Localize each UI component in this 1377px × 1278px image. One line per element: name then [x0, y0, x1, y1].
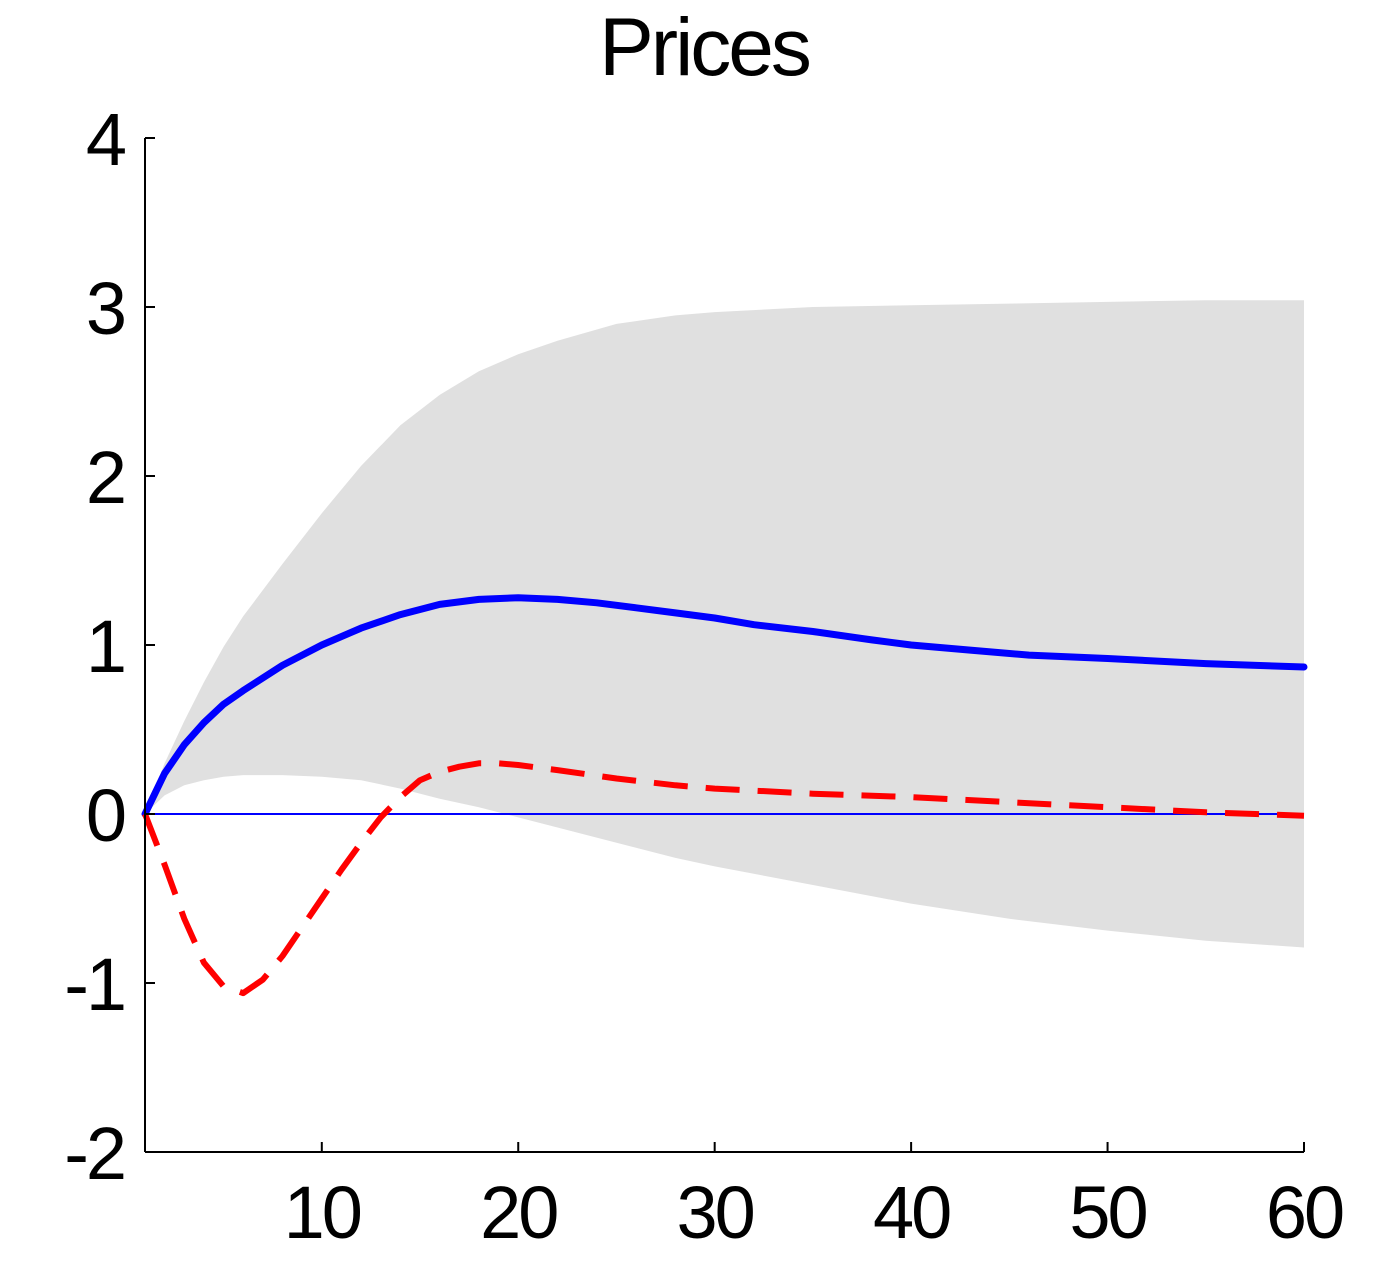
y-tick-label: 0 [86, 774, 125, 857]
x-tick-label: 10 [284, 1171, 361, 1254]
y-tick-label: -2 [64, 1112, 124, 1195]
y-tick-label: 3 [86, 267, 124, 350]
axes: -2 -1 0 1 2 3 4 10 20 30 40 50 60 [64, 98, 1346, 1254]
chart-title: Prices [599, 2, 810, 93]
confidence-band [145, 300, 1304, 948]
y-tick-label: 1 [86, 605, 124, 688]
dashed-series-line [142, 760, 1305, 997]
x-tick-label: 30 [677, 1171, 754, 1254]
plot-area [141, 300, 1308, 997]
x-tick-label: 50 [1069, 1171, 1146, 1254]
y-tick-label: 4 [86, 98, 125, 181]
y-tick-label: 2 [86, 436, 124, 519]
y-tick-label: -1 [64, 943, 124, 1026]
x-tick-label: 60 [1266, 1171, 1343, 1254]
solid-series-line [141, 594, 1308, 818]
x-tick-label: 40 [873, 1171, 950, 1254]
x-tick-label: 20 [480, 1171, 557, 1254]
